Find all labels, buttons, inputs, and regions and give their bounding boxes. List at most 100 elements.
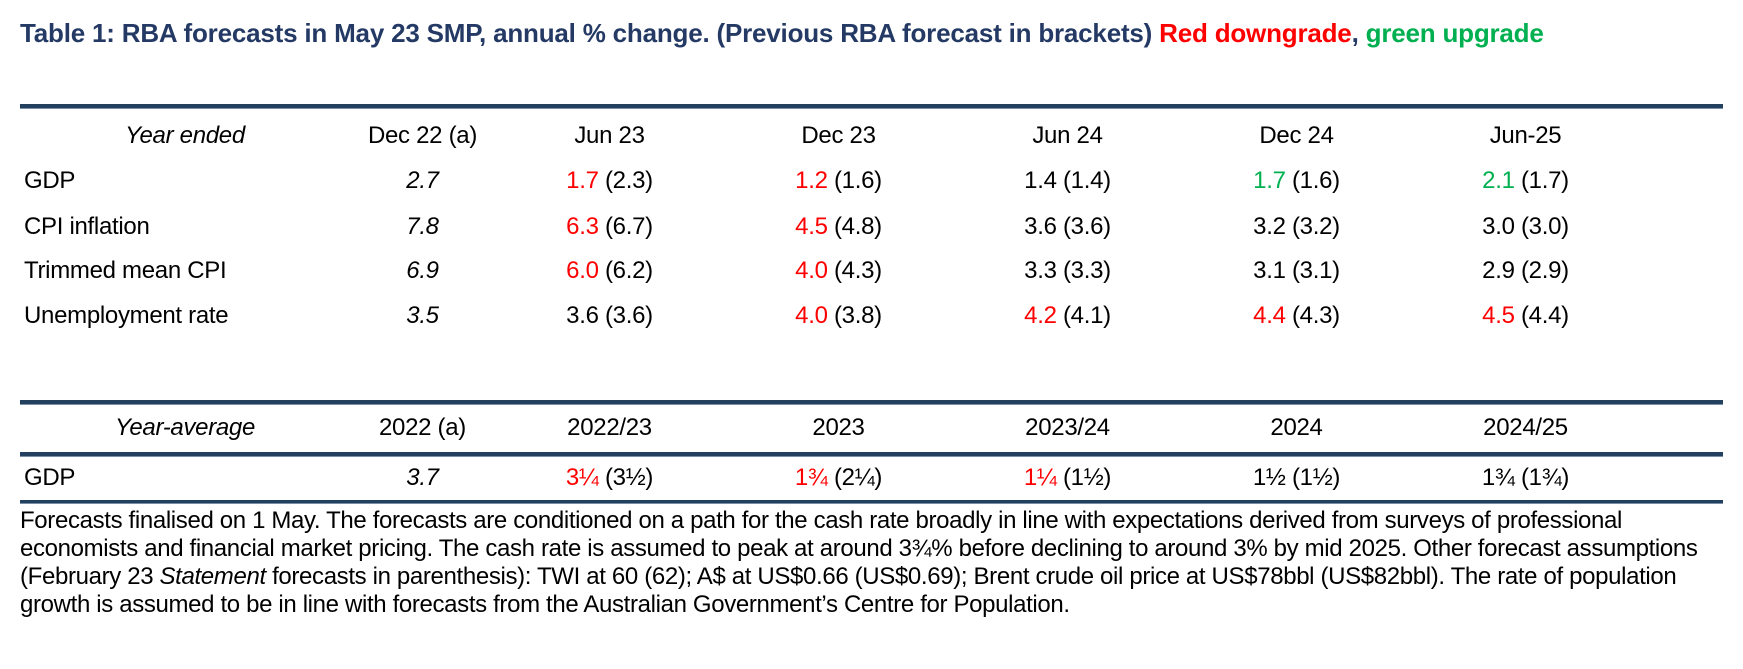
notes-part2: forecasts in parenthesis): TWI at 60 (62… [20, 563, 1677, 618]
previous-forecast: (3.8) [827, 302, 882, 329]
forecast-cell: 4.5 (4.4) [1411, 302, 1640, 330]
actual-value: 2.7 [406, 167, 439, 194]
previous-forecast: (3.0) [1514, 213, 1569, 240]
row-label: Trimmed mean CPI [24, 257, 227, 284]
row-label: CPI inflation [24, 213, 150, 240]
column-header: Dec 24 [1259, 122, 1334, 149]
previous-forecast: (4.3) [1285, 302, 1340, 329]
table-row: GDP 3.7 3¼ (3½) 1¾ (2¼) 1¼ (1½) 1½ (1½) 1¾ (1¾… [20, 458, 1723, 498]
title-upgrade-legend: green upgrade [1358, 18, 1544, 48]
title-downgrade-legend: Red downgrade [1159, 18, 1352, 48]
forecast-cell: 3.0 (3.0) [1411, 213, 1640, 241]
actual-value: 7.8 [406, 213, 439, 240]
forecast-value-same: 3.6 [566, 302, 599, 329]
forecast-value-same: 3.3 [1024, 257, 1057, 284]
column-header: Dec 22 (a) [367, 122, 478, 149]
notes-italic-statement: Statement [159, 563, 267, 590]
forecast-cell: 3.1 (3.1) [1182, 257, 1411, 285]
previous-forecast: (3.1) [1285, 257, 1340, 284]
forecast-value-down: 3¼ [565, 464, 599, 491]
previous-forecast: (1.7) [1514, 167, 1569, 194]
actual-value: 3.7 [406, 464, 439, 491]
previous-forecast: (1¾) [1514, 464, 1570, 491]
forecast-cell: 1¾ (2¼) [724, 464, 953, 492]
previous-forecast: (1.6) [1285, 167, 1340, 194]
column-header: 2023/24 [1025, 414, 1110, 441]
forecast-cell: 3.6 (3.6) [495, 302, 724, 330]
year-average-header-row: Year-average 2022 (a) 2022/23 2023 2023/… [20, 408, 1723, 448]
row-label: GDP [24, 167, 76, 194]
previous-forecast: (2.9) [1514, 257, 1569, 284]
forecast-cell: 6.3 (6.7) [495, 213, 724, 241]
forecast-cell: 1.7 (2.3) [495, 167, 724, 195]
forecast-value-down: 4.5 [795, 213, 828, 240]
title-main: Table 1: RBA forecasts in May 23 SMP, an… [20, 18, 1160, 48]
year-average-top-rule [20, 400, 1723, 405]
forecast-cell: 4.0 (4.3) [724, 257, 953, 285]
forecast-cell: 4.0 (3.8) [724, 302, 953, 330]
forecast-cell: 3.6 (3.6) [953, 213, 1182, 241]
previous-forecast: (3.6) [598, 302, 653, 329]
column-header: Jun 23 [574, 122, 645, 149]
forecast-cell: 4.5 (4.8) [724, 213, 953, 241]
bottom-rule [20, 500, 1723, 504]
previous-forecast: (3.6) [1056, 213, 1111, 240]
forecast-value-same: 3.0 [1482, 213, 1515, 240]
year-average-header-rule [20, 452, 1723, 457]
forecast-value-same: 3.6 [1024, 213, 1057, 240]
forecast-value-down: 1¼ [1023, 464, 1057, 491]
forecast-cell: 3¼ (3½) [495, 464, 724, 492]
forecast-cell: 1.4 (1.4) [953, 167, 1182, 195]
previous-forecast: (6.2) [598, 257, 653, 284]
forecast-value-same: 1½ [1252, 464, 1286, 491]
forecast-cell: 3.3 (3.3) [953, 257, 1182, 285]
column-header: 2022 (a) [379, 414, 466, 441]
notes-part1: Forecasts finalised on 1 May. The foreca… [20, 507, 1698, 590]
forecast-value-down: 4.0 [795, 302, 828, 329]
forecast-value-down: 1¾ [794, 464, 828, 491]
previous-forecast: (1½) [1056, 464, 1112, 491]
previous-forecast: (1.6) [827, 167, 882, 194]
year-average-header-label: Year-average [114, 414, 256, 441]
table-notes: Forecasts finalised on 1 May. The foreca… [20, 507, 1730, 619]
forecast-value-same: 3.1 [1253, 257, 1286, 284]
table-title: Table 1: RBA forecasts in May 23 SMP, an… [20, 16, 1720, 51]
title-comma: , [1351, 18, 1359, 48]
previous-forecast: (4.4) [1514, 302, 1569, 329]
previous-forecast: (4.3) [827, 257, 882, 284]
forecast-value-down: 1.7 [566, 167, 599, 194]
forecast-cell: 1½ (1½) [1182, 464, 1411, 492]
column-header: Dec 23 [801, 122, 876, 149]
table-row: GDP 2.7 1.7 (2.3) 1.2 (1.6) 1.4 (1.4) 1.7 (1.… [20, 161, 1723, 201]
forecast-cell: 6.0 (6.2) [495, 257, 724, 285]
year-ended-header-row: Year ended Dec 22 (a) Jun 23 Dec 23 Jun … [20, 116, 1723, 156]
forecast-value-down: 4.2 [1024, 302, 1057, 329]
forecast-value-same: 2.9 [1482, 257, 1515, 284]
previous-forecast: (1½) [1285, 464, 1341, 491]
column-header: Jun-25 [1489, 122, 1562, 149]
previous-forecast: (3.2) [1285, 213, 1340, 240]
forecast-cell: 2.9 (2.9) [1411, 257, 1640, 285]
row-label: GDP [24, 464, 76, 491]
forecast-value-same: 1¾ [1481, 464, 1515, 491]
forecast-value-same: 1.4 [1024, 167, 1057, 194]
column-header: 2024/25 [1483, 414, 1568, 441]
forecast-cell: 4.2 (4.1) [953, 302, 1182, 330]
forecast-value-up: 1.7 [1253, 167, 1286, 194]
year-ended-header-label: Year ended [125, 122, 245, 149]
forecast-cell: 2.1 (1.7) [1411, 167, 1640, 195]
forecast-value-up: 2.1 [1482, 167, 1515, 194]
actual-value: 6.9 [406, 257, 439, 284]
previous-forecast: (1.4) [1056, 167, 1111, 194]
previous-forecast: (2.3) [598, 167, 653, 194]
previous-forecast: (3.3) [1056, 257, 1111, 284]
forecast-cell: 1.2 (1.6) [724, 167, 953, 195]
table-row: Trimmed mean CPI 6.9 6.0 (6.2) 4.0 (4.3) 3.3… [20, 251, 1723, 291]
table-row: CPI inflation 7.8 6.3 (6.7) 4.5 (4.8) 3.6 (3… [20, 207, 1723, 247]
column-header: 2023 [812, 414, 865, 441]
column-header: 2024 [1270, 414, 1323, 441]
forecast-cell: 4.4 (4.3) [1182, 302, 1411, 330]
forecast-value-down: 6.0 [566, 257, 599, 284]
previous-forecast: (4.8) [827, 213, 882, 240]
forecast-value-down: 1.2 [795, 167, 828, 194]
